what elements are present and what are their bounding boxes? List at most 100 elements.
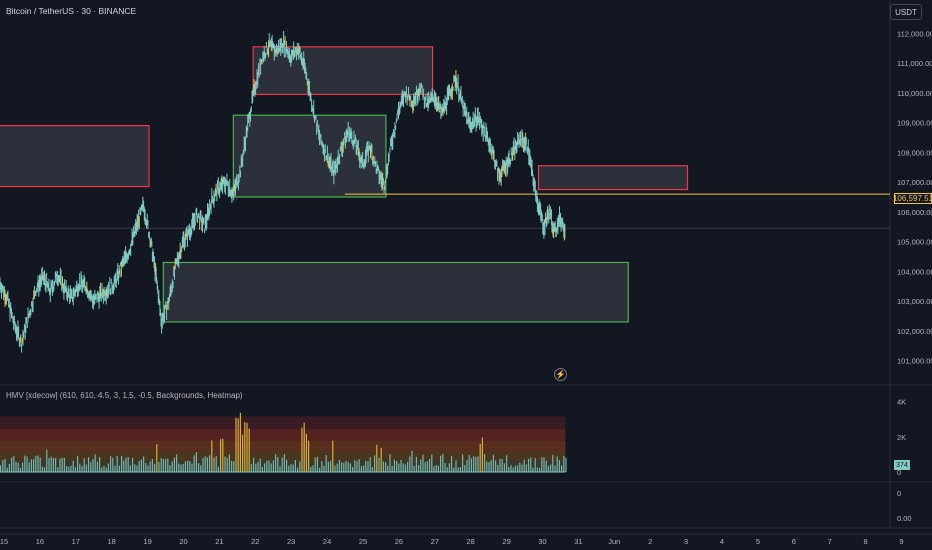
volume-bar xyxy=(17,462,19,472)
time-tick-label: 29 xyxy=(502,537,510,546)
volume-bar xyxy=(398,463,400,472)
price-tick-label: 109,000.00 xyxy=(897,119,932,128)
volume-bar xyxy=(444,463,446,472)
volume-bar xyxy=(314,457,316,472)
volume-bar xyxy=(532,467,534,472)
volume-bar xyxy=(92,459,94,472)
volume-bar xyxy=(191,463,193,472)
volume-bar xyxy=(437,465,439,472)
volume-bar xyxy=(517,465,519,472)
volume-bar xyxy=(50,456,52,472)
volume-bar xyxy=(226,457,228,472)
volume-bar xyxy=(391,466,393,472)
price-tick-label: 101,000.00 xyxy=(897,357,932,366)
volume-bar xyxy=(389,454,391,472)
volume-bar xyxy=(330,460,332,472)
volume-bar xyxy=(477,456,479,472)
current-price-label: 106,597.51 xyxy=(892,193,932,204)
volume-bar xyxy=(312,465,314,472)
time-tick-label: 4 xyxy=(720,537,724,546)
volume-bar xyxy=(160,458,162,472)
volume-bar xyxy=(470,458,472,472)
volume-bar xyxy=(264,463,266,472)
volume-bar xyxy=(563,456,565,472)
volume-bar xyxy=(292,464,294,472)
volume-bar xyxy=(558,460,560,472)
volume-bar xyxy=(272,460,274,472)
volume-bar xyxy=(189,461,191,472)
volume-bar xyxy=(123,460,125,472)
volume-bar xyxy=(481,437,483,472)
price-tick-label: 102,000.00 xyxy=(897,327,932,336)
volume-bar xyxy=(41,466,43,472)
time-tick-label: 28 xyxy=(467,537,475,546)
volume-bar xyxy=(435,465,437,472)
volume-bar xyxy=(180,464,182,472)
volume-bar xyxy=(365,460,367,472)
volume-bar xyxy=(321,461,323,472)
currency-button[interactable]: USDT xyxy=(890,4,922,20)
lightning-icon[interactable]: ⚡ xyxy=(554,368,567,381)
volume-bar xyxy=(83,458,85,472)
price-tick-label: 110,000.00 xyxy=(897,89,932,98)
volume-bar xyxy=(129,465,131,472)
volume-bar xyxy=(275,454,277,472)
volume-bar xyxy=(13,456,15,472)
volume-bar xyxy=(479,443,481,472)
volume-bar xyxy=(323,465,325,472)
volume-bar xyxy=(33,459,35,472)
volume-bar xyxy=(114,465,116,472)
price-tick-label: 111,000.00 xyxy=(897,59,932,68)
volume-bar xyxy=(239,412,241,472)
volume-bar xyxy=(121,455,123,472)
volume-bar xyxy=(26,456,28,472)
volume-bar xyxy=(182,463,184,472)
volume-bar xyxy=(308,440,310,472)
volume-bar xyxy=(415,456,417,472)
volume-bar xyxy=(431,454,433,472)
time-tick-label: 27 xyxy=(431,537,439,546)
volume-bar xyxy=(464,465,466,472)
volume-bar xyxy=(301,427,303,472)
volume-bar xyxy=(446,467,448,472)
time-tick-label: 22 xyxy=(251,537,259,546)
volume-bar xyxy=(209,455,211,472)
volume-bar xyxy=(255,463,257,472)
price-tick-label: 104,000.00 xyxy=(897,267,932,276)
volume-bar xyxy=(261,466,263,472)
volume-bar xyxy=(184,461,186,472)
volume-bar xyxy=(396,461,398,472)
demand-zone xyxy=(162,261,629,323)
volume-bar xyxy=(15,461,17,472)
indicator-title[interactable]: HMV [xdecow] (610, 610, 4.5, 3, 1.5, -0.… xyxy=(6,391,243,400)
volume-bar xyxy=(257,461,259,472)
volume-bar xyxy=(206,457,208,472)
volume-tick-label: 2K xyxy=(897,433,906,442)
volume-bar xyxy=(24,455,26,472)
volume-bar xyxy=(332,440,334,472)
volume-bar xyxy=(512,467,514,472)
volume-bar xyxy=(2,460,4,472)
volume-bar xyxy=(228,454,230,472)
volume-bar xyxy=(35,455,37,472)
volume-bar xyxy=(107,463,109,472)
volume-bar xyxy=(231,460,233,472)
volume-bar xyxy=(167,458,169,472)
volume-bar xyxy=(173,457,175,472)
volume-bar xyxy=(534,458,536,472)
volume-bar xyxy=(147,465,149,472)
volume-bar xyxy=(528,458,530,472)
volume-bar xyxy=(112,457,114,472)
volume-bar xyxy=(400,459,402,472)
volume-bar xyxy=(442,454,444,472)
volume-bar xyxy=(118,465,120,472)
volume-bar xyxy=(250,463,252,472)
volume-bar xyxy=(125,457,127,472)
volume-bar xyxy=(514,465,516,472)
volume-bar xyxy=(297,467,299,472)
volume-bar xyxy=(52,457,54,472)
volume-bar xyxy=(290,464,292,472)
volume-bar xyxy=(541,457,543,472)
volume-bar xyxy=(37,455,39,472)
